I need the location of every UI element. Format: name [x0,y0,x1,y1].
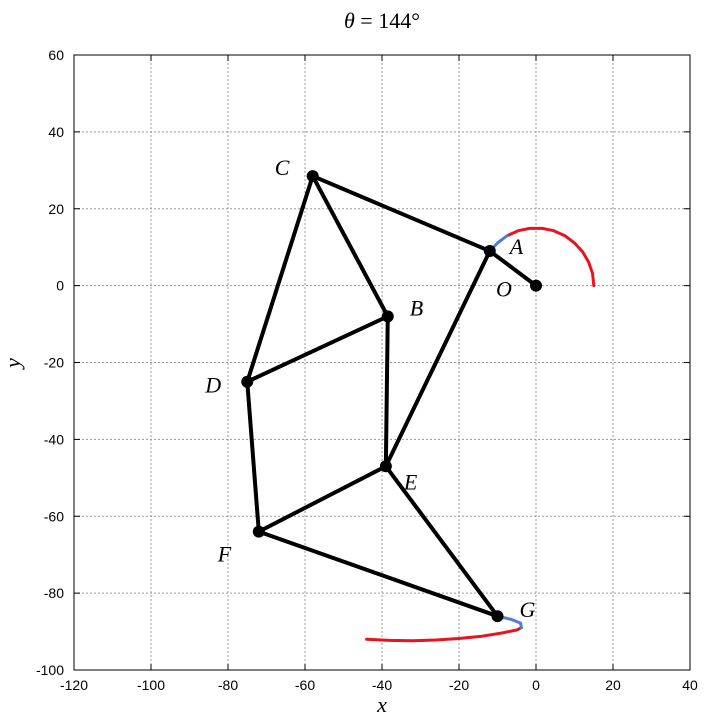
y-tick-label: 60 [48,47,64,63]
x-axis-label: x [376,692,387,717]
joint-label-F: F [217,542,232,567]
y-tick-label: -40 [44,431,64,447]
y-tick-label: 40 [48,124,64,140]
trace-red [505,226,596,288]
y-tick-label: -60 [44,508,64,524]
x-tick-label: 40 [682,677,698,693]
link-AE [383,249,492,469]
link-BE [383,314,390,469]
joint-label-B: B [410,295,423,320]
joint-B [381,310,394,323]
joint-label-C: C [275,155,290,180]
joint-labels: OA B C D E F G [204,155,535,622]
x-tick-label: 20 [605,677,621,693]
joint-F [252,525,265,538]
trace-red [365,626,523,643]
link-CB [310,174,390,319]
link-EF [256,464,388,534]
traces [365,226,596,643]
y-tick-label: -100 [36,662,64,678]
joint-A [483,245,496,258]
y-tick-label: -20 [44,355,64,371]
link-OA [487,249,538,288]
x-tick-label: -20 [449,677,469,693]
link-EG [383,464,500,619]
joint-G [491,610,504,623]
joint-label-O: O [496,277,512,302]
joint-label-E: E [403,469,418,494]
y-tick-label: 20 [48,201,64,217]
tick-marks [73,54,691,671]
title-text: = 144° [355,8,420,33]
y-axis-label: y [0,358,25,370]
link-AC [310,174,492,254]
x-tick-label: -60 [295,677,315,693]
title-symbol: θ [344,8,355,33]
joint-C [306,170,319,183]
y-tick-label: 0 [56,278,64,294]
link-FG [256,529,500,619]
link-CD [245,174,315,384]
joint-label-D: D [204,373,221,398]
trace-blue [496,614,523,630]
diagram-title: θ = 144° [344,8,420,33]
joint-label-G: G [520,597,536,622]
link-DF [245,379,261,534]
y-tick-label: -80 [44,585,64,601]
link-BD [245,314,390,384]
joints [241,170,542,623]
x-tick-label: -100 [137,677,165,693]
joint-E [379,460,392,473]
x-tick-label: -80 [218,677,238,693]
linkage-bars [245,174,538,619]
x-tick-label: 0 [532,677,540,693]
joint-label-A: A [508,234,524,259]
tick-labels: -120 -100 -80 -60 -40 -20 0 20 40-100-80-60-40-2… [36,47,698,693]
grid [74,55,690,670]
x-tick-label: -120 [60,677,88,693]
x-tick-label: -40 [372,677,392,693]
joint-O [530,279,542,292]
joint-D [241,375,254,388]
